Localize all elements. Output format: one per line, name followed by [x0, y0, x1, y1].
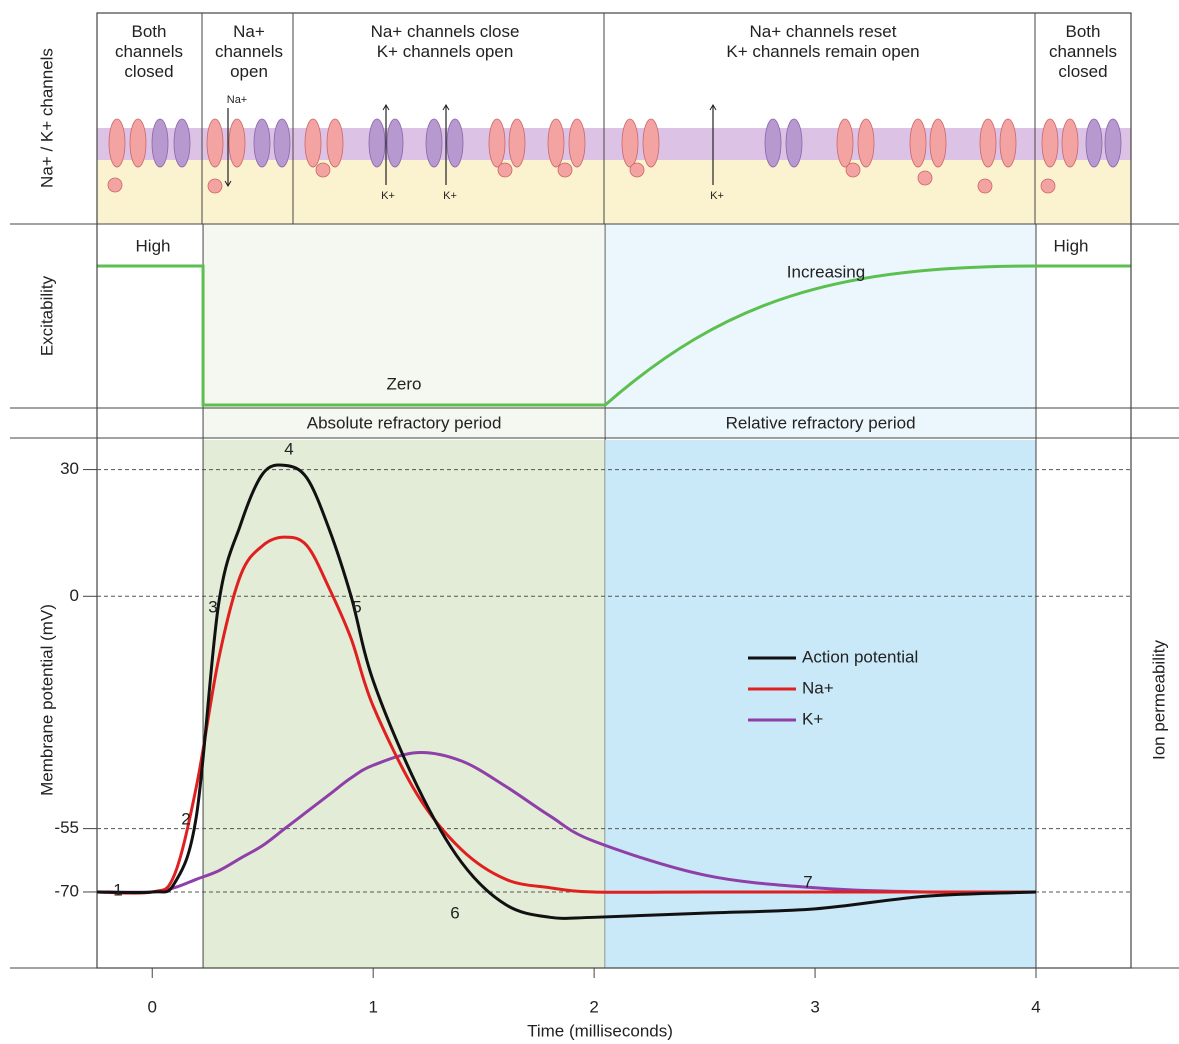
gate — [977, 178, 993, 194]
gate — [845, 162, 861, 178]
gate — [557, 162, 573, 178]
period-band — [203, 440, 606, 968]
excitability-level: High — [1054, 236, 1089, 255]
period-label: Absolute refractory period — [307, 413, 502, 432]
arrow-head — [442, 104, 450, 111]
gate — [107, 177, 123, 193]
annotation: 1 — [113, 880, 122, 899]
na-channel — [304, 118, 322, 168]
membrane — [97, 128, 1131, 160]
legend-label: K+ — [802, 709, 823, 728]
gate — [497, 162, 513, 178]
column-header: Na+ channels open — [215, 22, 283, 81]
excitability-label: Excitability — [37, 275, 56, 356]
k-channel — [386, 118, 404, 168]
na-channel — [129, 118, 147, 168]
na-channel — [979, 118, 997, 168]
series-line — [96, 463, 1037, 920]
period-band-light — [203, 224, 606, 438]
channels-label: Na+ / K+ channels — [37, 48, 56, 188]
column-header: Na+ channels reset K+ channels remain ope… — [726, 22, 919, 61]
k-channel — [368, 118, 386, 168]
annotation: 7 — [803, 872, 812, 891]
legend-label: Na+ — [802, 678, 834, 697]
annotation: 6 — [450, 903, 459, 922]
na-channel — [929, 118, 947, 168]
na-channel — [1041, 118, 1059, 168]
k-channel — [785, 118, 803, 168]
na-channel — [326, 118, 344, 168]
k-channel — [173, 118, 191, 168]
x-tick-label: 0 — [148, 997, 157, 1016]
k-channel — [425, 118, 443, 168]
gate — [917, 170, 933, 186]
ion-label: K+ — [443, 190, 457, 202]
x-tick-label: 2 — [589, 997, 598, 1016]
annotation: 2 — [181, 809, 190, 828]
gate — [207, 178, 223, 194]
x-tick-label: 3 — [810, 997, 819, 1016]
excitability-level: High — [136, 236, 171, 255]
column-header: Both channels closed — [1049, 22, 1117, 81]
x-tick-label: 4 — [1031, 997, 1040, 1016]
excitability-level: Zero — [387, 374, 422, 393]
na-channel — [642, 118, 660, 168]
y-tick-label: -55 — [54, 818, 79, 837]
annotation: 4 — [284, 439, 293, 458]
gate — [629, 162, 645, 178]
annotation: 5 — [352, 597, 361, 616]
ion-label: K+ — [381, 190, 395, 202]
y-tick-label: 0 — [70, 586, 79, 605]
x-axis-label: Time (milliseconds) — [527, 1021, 673, 1040]
x-tick-label: 1 — [368, 997, 377, 1016]
na-channel — [621, 118, 639, 168]
period-band — [605, 440, 1036, 968]
arrow-head — [224, 180, 232, 187]
column-header: Both channels closed — [115, 22, 183, 81]
k-channel — [1085, 118, 1103, 168]
k-channel — [446, 118, 464, 168]
column-header: Na+ channels close K+ channels open — [371, 22, 520, 61]
na-channel — [909, 118, 927, 168]
na-channel — [999, 118, 1017, 168]
arrow-head — [382, 104, 390, 111]
period-label: Relative refractory period — [726, 413, 916, 432]
series-line — [96, 751, 1037, 894]
gate — [1040, 178, 1056, 194]
ion-label: Na+ — [227, 94, 248, 106]
k-channel — [273, 118, 291, 168]
y-tick-label: 30 — [60, 459, 79, 478]
gate — [315, 162, 331, 178]
k-channel — [253, 118, 271, 168]
k-channel — [764, 118, 782, 168]
na-channel — [1061, 118, 1079, 168]
y2-axis-label: Ion permeability — [1149, 640, 1168, 761]
membrane-diagram — [97, 104, 1131, 224]
y-tick-label: -70 — [54, 881, 79, 900]
y-axis-label: Membrane potential (mV) — [37, 604, 56, 796]
period-band-light — [605, 224, 1036, 438]
arrow-head — [709, 104, 717, 111]
na-channel — [488, 118, 506, 168]
ion-label: K+ — [710, 190, 724, 202]
na-channel — [508, 118, 526, 168]
na-channel — [857, 118, 875, 168]
na-channel — [836, 118, 854, 168]
k-channel — [151, 118, 169, 168]
na-channel — [547, 118, 565, 168]
legend-label: Action potential — [802, 647, 918, 666]
annotation: 3 — [208, 597, 217, 616]
k-channel — [1104, 118, 1122, 168]
cytoplasm — [97, 160, 1131, 224]
na-channel — [228, 118, 246, 168]
na-channel — [568, 118, 586, 168]
excitability-level: Increasing — [787, 262, 865, 281]
na-channel — [108, 118, 126, 168]
excitability-curve — [97, 264, 1131, 407]
na-channel — [206, 118, 224, 168]
